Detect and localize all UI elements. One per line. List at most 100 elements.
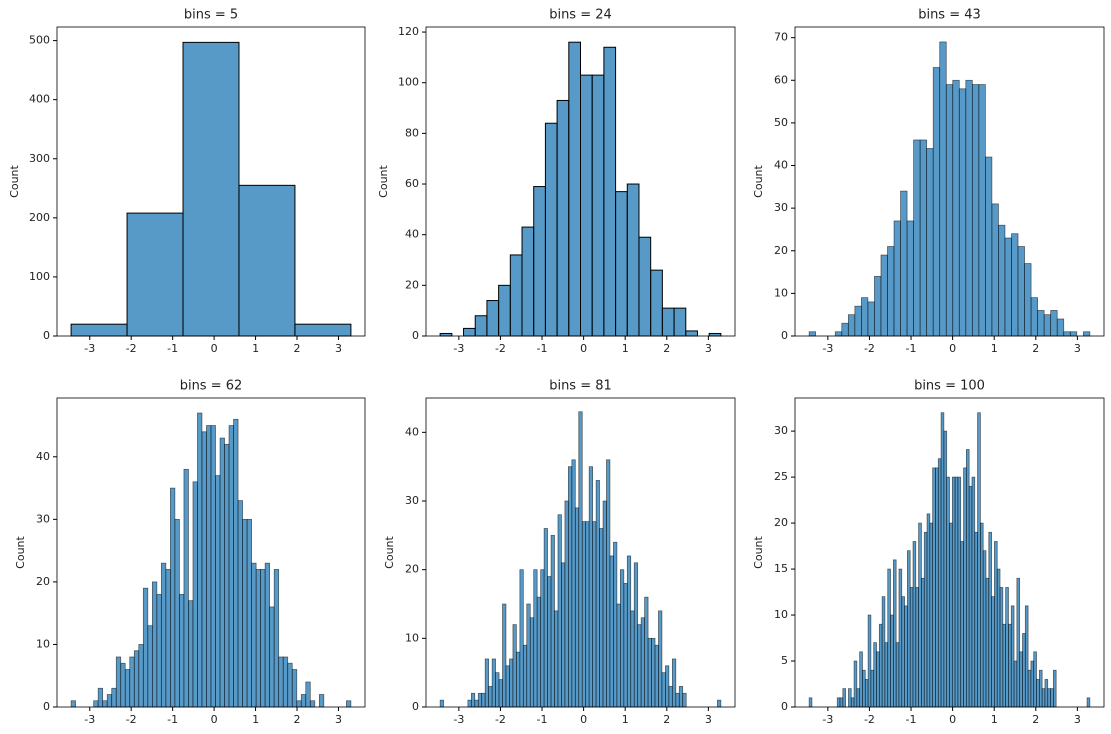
histogram-bar [980, 522, 984, 708]
histogram-bar [862, 669, 866, 708]
histogram-bar [1013, 660, 1018, 708]
histogram-bar [609, 555, 614, 708]
histogram-bar [192, 481, 198, 708]
histogram-bar [1044, 679, 1049, 708]
histogram-bar [929, 522, 934, 708]
histogram-bar [926, 148, 934, 337]
histogram-bar [887, 568, 891, 708]
histogram-bar [685, 330, 698, 337]
axes-frame [425, 26, 736, 337]
histogram-bar [615, 191, 628, 337]
histogram-bar [909, 587, 914, 708]
histogram-bar [1056, 318, 1065, 337]
histogram-bar [197, 412, 203, 708]
x-tick-label: -2 [126, 342, 137, 355]
histogram-bar [952, 79, 960, 337]
histogram-bar [954, 476, 959, 708]
histogram-bar [923, 531, 928, 708]
histogram-bar [571, 459, 576, 708]
y-tick-label: 40 [405, 228, 419, 241]
y-axis-label: Count [752, 164, 765, 197]
histogram-bar [619, 569, 625, 708]
histogram-bar [919, 139, 928, 337]
subplot-title: bins = 81 [549, 379, 612, 394]
x-tick-label: 2 [663, 342, 670, 355]
histogram-bar [895, 642, 900, 708]
histogram-bar [1037, 310, 1045, 337]
histogram-bar [519, 569, 524, 708]
y-tick-label: 100 [29, 270, 50, 283]
histogram-bar [999, 587, 1004, 708]
histogram-bar [1041, 688, 1046, 708]
y-tick-label: 0 [781, 700, 788, 713]
histogram-bar [1082, 331, 1091, 337]
x-tick-label: 0 [949, 713, 956, 726]
histogram-bar [901, 596, 905, 708]
histogram-bar [591, 74, 605, 337]
y-tick-label: 20 [36, 575, 50, 588]
histogram-bar [547, 576, 552, 708]
x-tick-label: 1 [991, 342, 998, 355]
histogram-bar [183, 468, 189, 708]
x-tick-label: -3 [84, 713, 95, 726]
histogram-bar [926, 513, 931, 708]
histogram-bar [102, 700, 108, 708]
x-tick-label: 1 [252, 342, 259, 355]
subplot-title: bins = 62 [180, 379, 243, 394]
histogram-bar [1010, 605, 1015, 708]
subplot: -3 -2 -1 0 1 2 3 0 100 200 300 400 500 bins = 5 Count [8, 8, 366, 355]
histogram-bar [918, 522, 922, 708]
histogram-bar [568, 466, 573, 708]
y-axis-label: Count [752, 535, 765, 568]
histogram-bar [867, 301, 875, 337]
histogram-bar [1016, 577, 1021, 708]
histogram-bar [93, 700, 99, 708]
histogram-bar [977, 412, 981, 708]
histogram-bar [529, 617, 535, 708]
histogram-bar [1053, 669, 1057, 708]
histogram-bar [915, 587, 919, 708]
x-tick-label: -2 [864, 713, 875, 726]
histogram-bar [147, 625, 153, 708]
histogram-bar [138, 644, 144, 708]
subplot-title: bins = 100 [914, 379, 985, 394]
histogram-bar [971, 84, 980, 337]
histogram-bar [974, 531, 978, 708]
histogram-bar [550, 534, 555, 708]
histogram-bar [126, 212, 184, 337]
x-tick-label: -2 [864, 342, 875, 355]
histogram-bar [170, 487, 176, 708]
histogram-bar [1036, 679, 1040, 708]
histogram-bar [1005, 587, 1009, 708]
y-axis-label: Count [8, 164, 21, 197]
y-tick-label: 0 [781, 329, 788, 342]
histogram-bar [982, 550, 987, 708]
x-tick-label: -2 [126, 713, 137, 726]
histogram-bar [133, 650, 140, 708]
histogram-bar [1027, 669, 1032, 708]
histogram-bar [637, 624, 642, 708]
histogram-bar [588, 466, 593, 708]
histogram-bar [602, 500, 607, 708]
subplot-title: bins = 43 [918, 8, 981, 23]
x-tick-label: -3 [822, 342, 833, 355]
histogram-bar [661, 672, 666, 708]
histogram-bar [309, 700, 316, 708]
histogram-bar [998, 224, 1006, 337]
y-tick-label: 70 [774, 31, 788, 44]
histogram-bar [864, 679, 869, 708]
histogram-bar [156, 594, 162, 708]
histogram-bar [1069, 331, 1078, 337]
histogram-bar [939, 41, 947, 337]
histogram-bar [533, 186, 546, 337]
histogram-bar [224, 443, 230, 708]
histogram-bar [1004, 237, 1012, 337]
histogram-bar [599, 528, 604, 708]
histogram-bar [557, 514, 562, 708]
histogram-bar [853, 660, 858, 708]
x-tick-label: -1 [537, 713, 548, 726]
histogram-bar [564, 500, 569, 708]
histogram-bar [965, 79, 973, 337]
